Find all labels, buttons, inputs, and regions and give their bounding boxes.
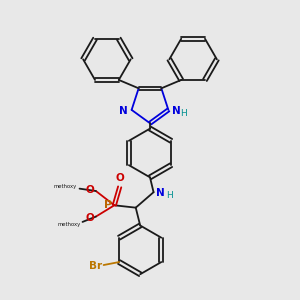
Text: N: N xyxy=(119,106,128,116)
Text: O: O xyxy=(116,173,125,183)
Text: N: N xyxy=(172,106,181,116)
Text: O: O xyxy=(85,184,94,194)
Text: P: P xyxy=(104,200,112,210)
Text: H: H xyxy=(180,109,186,118)
Text: H: H xyxy=(166,191,173,200)
Text: O: O xyxy=(85,213,94,223)
Text: Br: Br xyxy=(89,261,102,271)
Text: methoxy: methoxy xyxy=(54,184,77,189)
Text: N: N xyxy=(156,188,165,198)
Text: methoxy: methoxy xyxy=(58,221,81,226)
